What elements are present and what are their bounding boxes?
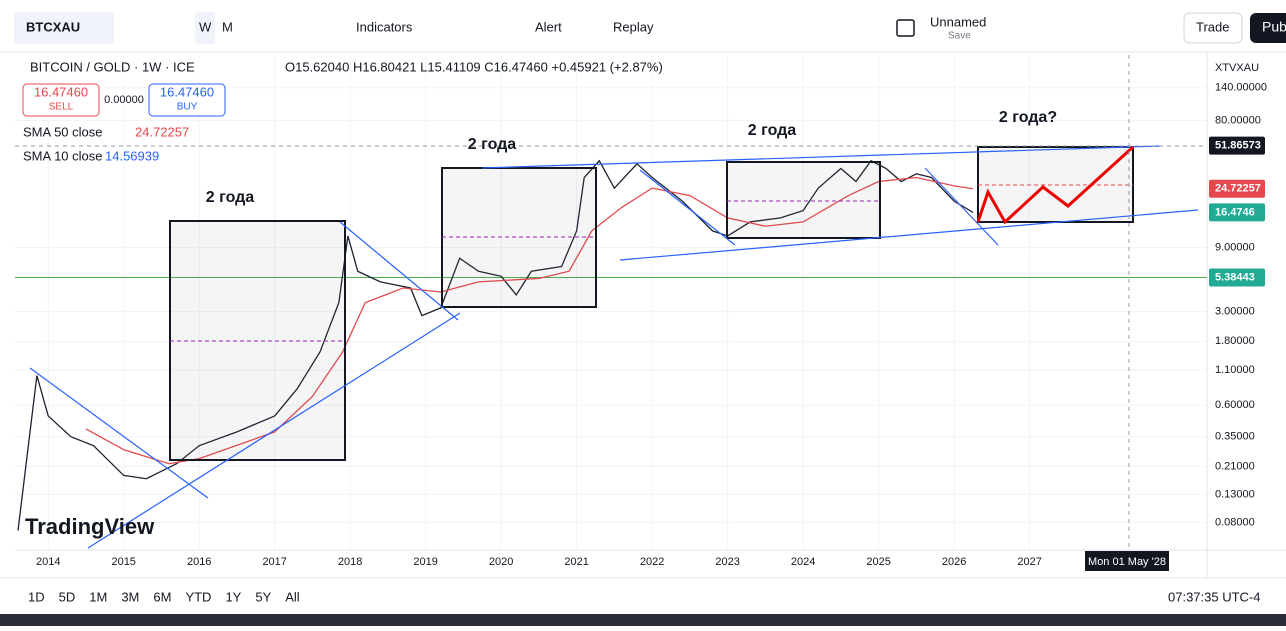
projection	[976, 145, 1135, 225]
legend-bg	[22, 58, 272, 78]
y-tick-label: 9.00000	[1215, 242, 1255, 254]
ohlc: O15.62040 H16.80421 L15.41109 C16.47460 …	[285, 59, 663, 74]
timeframe[interactable]: 5Y	[255, 589, 271, 604]
timeframe[interactable]: YTD	[185, 589, 211, 604]
trend-line	[481, 145, 1161, 169]
date-label-bg	[1085, 551, 1169, 571]
buy[interactable]: BUY	[177, 102, 198, 113]
publish[interactable]: Pub	[1262, 19, 1286, 35]
layout-name[interactable]: Unnamed	[930, 14, 986, 29]
spread: 0.00000	[104, 94, 144, 106]
price-label: 51.86573	[1215, 140, 1261, 152]
buy-btn[interactable]	[148, 83, 226, 117]
timeframe[interactable]: All	[285, 589, 300, 604]
x-tick-label: 2026	[942, 556, 966, 568]
sell[interactable]: SELL	[49, 102, 74, 113]
alert[interactable]: Alert	[535, 19, 562, 34]
trend-line	[924, 167, 999, 246]
timeframe[interactable]: 3M	[121, 589, 139, 604]
interval[interactable]: M	[222, 19, 233, 34]
series-line	[85, 176, 974, 465]
watermark: TradingView	[25, 514, 155, 539]
series-line	[17, 159, 974, 531]
timeframe[interactable]: 1M	[89, 589, 107, 604]
x-tick-label: 2025	[866, 556, 890, 568]
layout-icon	[896, 19, 915, 37]
timeframe[interactable]: 6M	[153, 589, 171, 604]
x-tick-label: 2014	[36, 556, 60, 568]
clock: 07:37:35 UTC-4	[1168, 589, 1261, 604]
symbol-box[interactable]	[14, 12, 114, 44]
y-tick-label: 140.00000	[1215, 82, 1267, 94]
x-tick-label: 2021	[564, 556, 588, 568]
timeframe[interactable]: 5D	[59, 589, 76, 604]
x-tick-label: 2017	[262, 556, 286, 568]
instrument: BITCOIN / GOLD · 1W · ICE	[30, 59, 195, 74]
x-tick-label: 2023	[715, 556, 739, 568]
y-tick-label: 0.60000	[1215, 399, 1255, 411]
y-tick-label: 0.35000	[1215, 431, 1255, 443]
annotation: 2 года	[206, 189, 255, 206]
x-tick-label: 2024	[791, 556, 815, 568]
trend-line	[87, 312, 461, 549]
annotation: 2 года	[748, 122, 797, 139]
y-tick-label: 3.00000	[1215, 306, 1255, 318]
y-tick-label: 0.08000	[1215, 517, 1255, 529]
crosshair-date: Mon 01 May '28	[1088, 556, 1166, 568]
price-label: 16.4746	[1215, 206, 1255, 218]
symbol-label: XTVXAU	[1215, 62, 1259, 74]
price-label-bg	[1209, 268, 1265, 287]
x-tick-label: 2019	[413, 556, 437, 568]
y-tick-label: 1.10000	[1215, 364, 1255, 376]
annotation: 2 года?	[999, 109, 1057, 126]
price-label-bg	[1209, 179, 1265, 198]
buy-price[interactable]: 16.47460	[160, 84, 214, 99]
sma50-name: SMA 50 close	[23, 124, 103, 139]
timeframe[interactable]: 1D	[28, 589, 45, 604]
trend-line	[639, 169, 736, 246]
trend-line	[29, 367, 209, 499]
x-tick-label: 2022	[640, 556, 664, 568]
y-tick-label: 0.21000	[1215, 460, 1255, 472]
x-tick-label: 2020	[489, 556, 513, 568]
annotation: 2 года	[468, 136, 517, 153]
sell-btn[interactable]	[22, 83, 100, 117]
price-label-bg	[1209, 136, 1265, 155]
price-label: 5.38443	[1215, 271, 1255, 283]
x-tick-label: 2027	[1017, 556, 1041, 568]
trade[interactable]: Trade	[1196, 19, 1229, 34]
x-tick-label: 2018	[338, 556, 362, 568]
layout-save[interactable]: Save	[948, 31, 971, 42]
trend-line	[339, 221, 459, 321]
price-label: 24.72257	[1215, 183, 1261, 195]
replay[interactable]: Replay	[613, 19, 654, 34]
sma50-value: 24.72257	[135, 124, 189, 139]
price-label-bg	[1209, 203, 1265, 222]
x-tick-label: 2016	[187, 556, 211, 568]
sma10-name: SMA 10 close	[23, 148, 103, 163]
interval-bg	[195, 12, 215, 44]
range-box	[726, 161, 881, 239]
timeframe[interactable]: 1Y	[225, 589, 241, 604]
y-tick-label: 1.80000	[1215, 335, 1255, 347]
x-tick-label: 2015	[111, 556, 135, 568]
bottom-strip	[0, 614, 1286, 626]
trend-line	[619, 209, 1199, 261]
symbol[interactable]: BTCXAU	[26, 19, 80, 34]
interval[interactable]: W	[199, 19, 212, 34]
indicators[interactable]: Indicators	[356, 19, 413, 34]
sma10-value: 14.56939	[105, 148, 159, 163]
publish-btn[interactable]	[1250, 13, 1286, 43]
y-tick-label: 80.00000	[1215, 114, 1261, 126]
y-tick-label: 0.13000	[1215, 488, 1255, 500]
trade-btn[interactable]	[1183, 12, 1243, 44]
sell-price[interactable]: 16.47460	[34, 84, 88, 99]
